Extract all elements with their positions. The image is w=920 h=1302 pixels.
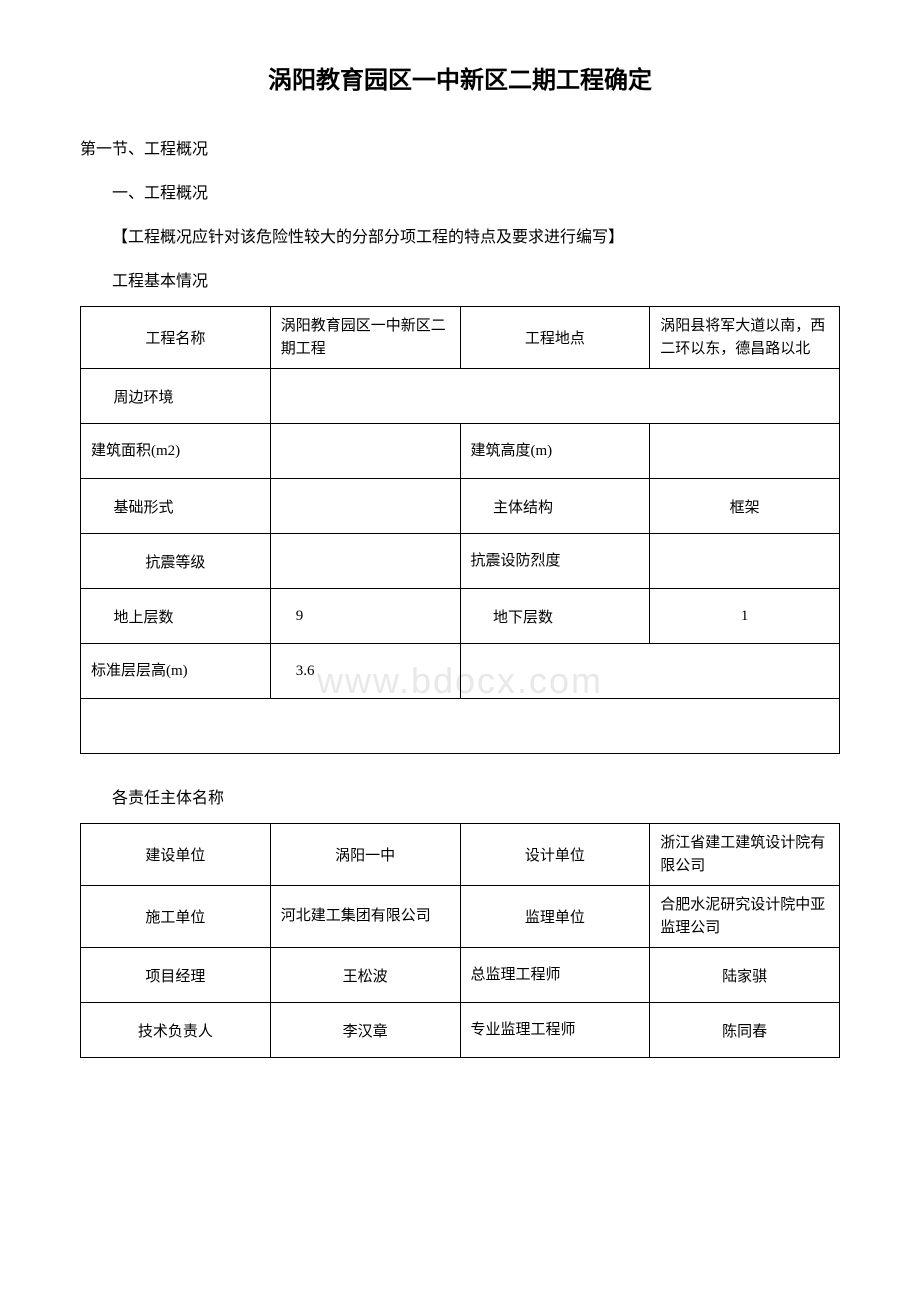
page-title: 涡阳教育园区一中新区二期工程确定 [80,60,840,95]
cell-value: 陈同春 [650,1003,840,1058]
table-row: 抗震等级 抗震设防烈度 [81,534,840,589]
table-row: 工程名称 涡阳教育园区一中新区二期工程 工程地点 涡阳县将军大道以南，西二环以东… [81,307,840,369]
table-row: 周边环境 [81,369,840,424]
table-basic-info: 工程名称 涡阳教育园区一中新区二期工程 工程地点 涡阳县将军大道以南，西二环以东… [80,306,840,754]
table-row: 地上层数 9 地下层数 1 [81,589,840,644]
cell-label: 设计单位 [460,824,650,886]
table-row: 建设单位 涡阳一中 设计单位 浙江省建工建筑设计院有限公司 [81,824,840,886]
cell-value: 涡阳一中 [270,824,460,886]
cell-label: 标准层层高(m) [81,644,271,699]
cell-value [650,424,840,479]
note-text: 【工程概况应针对该危险性较大的分部分项工程的特点及要求进行编写】 [80,223,840,247]
section-heading: 第一节、工程概况 [80,135,840,159]
table-row: 技术负责人 李汉章 专业监理工程师 陈同春 [81,1003,840,1058]
table-responsible-parties: 建设单位 涡阳一中 设计单位 浙江省建工建筑设计院有限公司 施工单位 河北建工集… [80,823,840,1058]
table2-caption: 各责任主体名称 [80,784,840,808]
cell-empty [81,699,840,754]
cell-value: 浙江省建工建筑设计院有限公司 [650,824,840,886]
cell-label: 总监理工程师 [460,948,650,1003]
cell-label: 基础形式 [81,479,271,534]
cell-value: 框架 [650,479,840,534]
cell-value [460,644,840,699]
cell-value [270,369,839,424]
sub-heading: 一、工程概况 [80,179,840,203]
cell-label: 施工单位 [81,886,271,948]
table-row: 基础形式 主体结构 框架 [81,479,840,534]
cell-label: 地上层数 [81,589,271,644]
table-row: 施工单位 河北建工集团有限公司 监理单位 合肥水泥研究设计院中亚监理公司 [81,886,840,948]
cell-label: 技术负责人 [81,1003,271,1058]
cell-value [270,534,460,589]
cell-value: 李汉章 [270,1003,460,1058]
cell-label: 监理单位 [460,886,650,948]
cell-label: 工程名称 [81,307,271,369]
cell-label: 主体结构 [460,479,650,534]
cell-value: 河北建工集团有限公司 [270,886,460,948]
cell-label: 抗震等级 [81,534,271,589]
cell-value: 王松波 [270,948,460,1003]
cell-label: 建筑面积(m2) [81,424,271,479]
table-row: 建筑面积(m2) 建筑高度(m) [81,424,840,479]
cell-value: 涡阳教育园区一中新区二期工程 [270,307,460,369]
cell-value: 涡阳县将军大道以南，西二环以东，德昌路以北 [650,307,840,369]
table-row [81,699,840,754]
cell-label: 建筑高度(m) [460,424,650,479]
cell-label: 工程地点 [460,307,650,369]
cell-label: 专业监理工程师 [460,1003,650,1058]
cell-value [650,534,840,589]
table-row: 标准层层高(m) 3.6 [81,644,840,699]
cell-label: 项目经理 [81,948,271,1003]
cell-label: 地下层数 [460,589,650,644]
table-row: 项目经理 王松波 总监理工程师 陆家骐 [81,948,840,1003]
cell-value: 3.6 [270,644,460,699]
document-wrapper: www.bdocx.com 涡阳教育园区一中新区二期工程确定 第一节、工程概况 … [80,60,840,1058]
cell-label: 抗震设防烈度 [460,534,650,589]
cell-value: 9 [270,589,460,644]
cell-value: 陆家骐 [650,948,840,1003]
cell-value: 1 [650,589,840,644]
cell-value: 合肥水泥研究设计院中亚监理公司 [650,886,840,948]
table1-caption: 工程基本情况 [80,267,840,291]
cell-value [270,479,460,534]
cell-label: 建设单位 [81,824,271,886]
cell-value [270,424,460,479]
cell-label: 周边环境 [81,369,271,424]
